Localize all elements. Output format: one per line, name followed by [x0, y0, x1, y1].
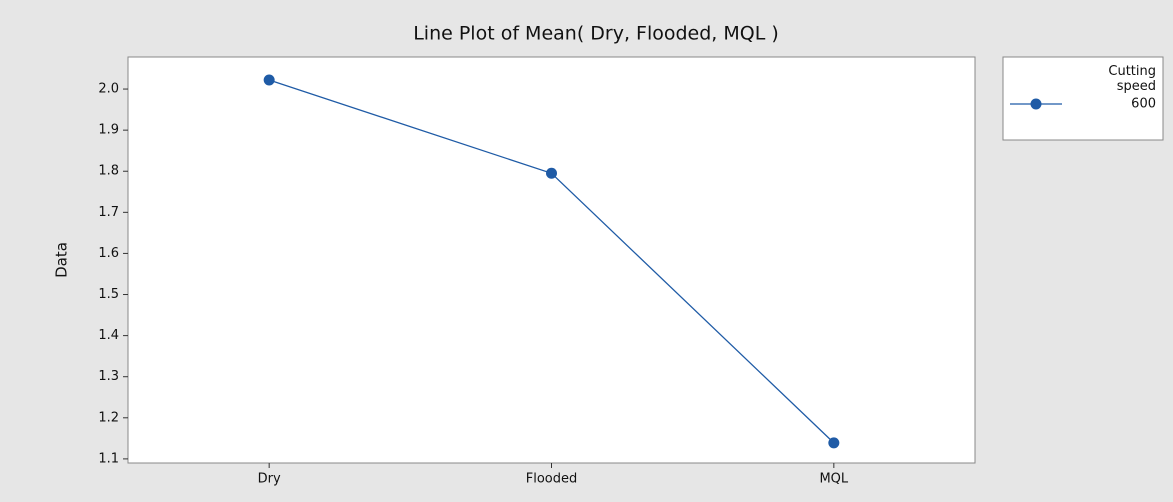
chart-title: Line Plot of Mean( Dry, Flooded, MQL ) [413, 23, 779, 45]
y-axis-label: Data [53, 242, 71, 278]
legend-marker [1030, 98, 1042, 110]
y-tick-label: 1.4 [98, 328, 119, 343]
y-tick-label: 2.0 [98, 82, 119, 97]
legend-box [1002, 56, 1164, 141]
legend-label: 600 [1131, 97, 1156, 112]
y-tick-label: 1.2 [98, 410, 119, 425]
point [828, 437, 840, 449]
point [263, 74, 275, 86]
legend-title: Cutting speed [1108, 64, 1156, 94]
y-tick-label: 1.8 [98, 164, 119, 179]
plot-area [127, 56, 976, 464]
y-tick-label: 1.3 [98, 369, 119, 384]
point [546, 167, 557, 179]
y-tick-label: 1.6 [98, 246, 119, 261]
x-tick-label: Flooded [526, 472, 578, 487]
y-tick-label: 1.7 [98, 205, 119, 220]
x-tick-label: Dry [258, 472, 281, 487]
y-tick-label: 1.1 [98, 451, 119, 466]
x-tick-label: MQL [819, 472, 848, 487]
y-tick-label: 1.5 [98, 287, 119, 302]
y-tick-label: 1.9 [98, 123, 119, 138]
